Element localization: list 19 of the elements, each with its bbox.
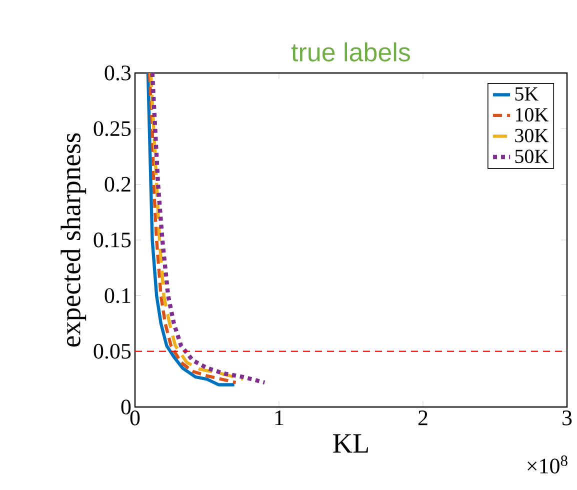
y-tick-label: 0 bbox=[121, 400, 131, 414]
legend-label: 50K bbox=[515, 150, 548, 164]
legend-label: 5K bbox=[515, 87, 538, 101]
y-tick-label: 0.15 bbox=[94, 232, 131, 248]
y-tick-label: 0.3 bbox=[104, 66, 131, 80]
text: ×10$^{8}$ bbox=[528, 456, 568, 474]
y-tick-label: 0.1 bbox=[104, 288, 130, 304]
x-axis-title: KL bbox=[333, 434, 368, 453]
legend-label: 10K bbox=[516, 108, 548, 122]
legend-label: 30K bbox=[515, 128, 548, 142]
chart-title: true labels bbox=[291, 42, 410, 62]
y-axis-title: expected sharpness bbox=[60, 133, 86, 347]
x-tick-label: 3 bbox=[562, 410, 572, 426]
x-tick-label: 2 bbox=[418, 410, 428, 426]
y-tick-label: 0.2 bbox=[104, 176, 130, 192]
line-series bbox=[150, 70, 267, 385]
y-tick-label: 0.05 bbox=[94, 344, 131, 359]
y-tick-label: 0.25 bbox=[94, 121, 131, 136]
x-tick-label: 1 bbox=[275, 410, 284, 426]
